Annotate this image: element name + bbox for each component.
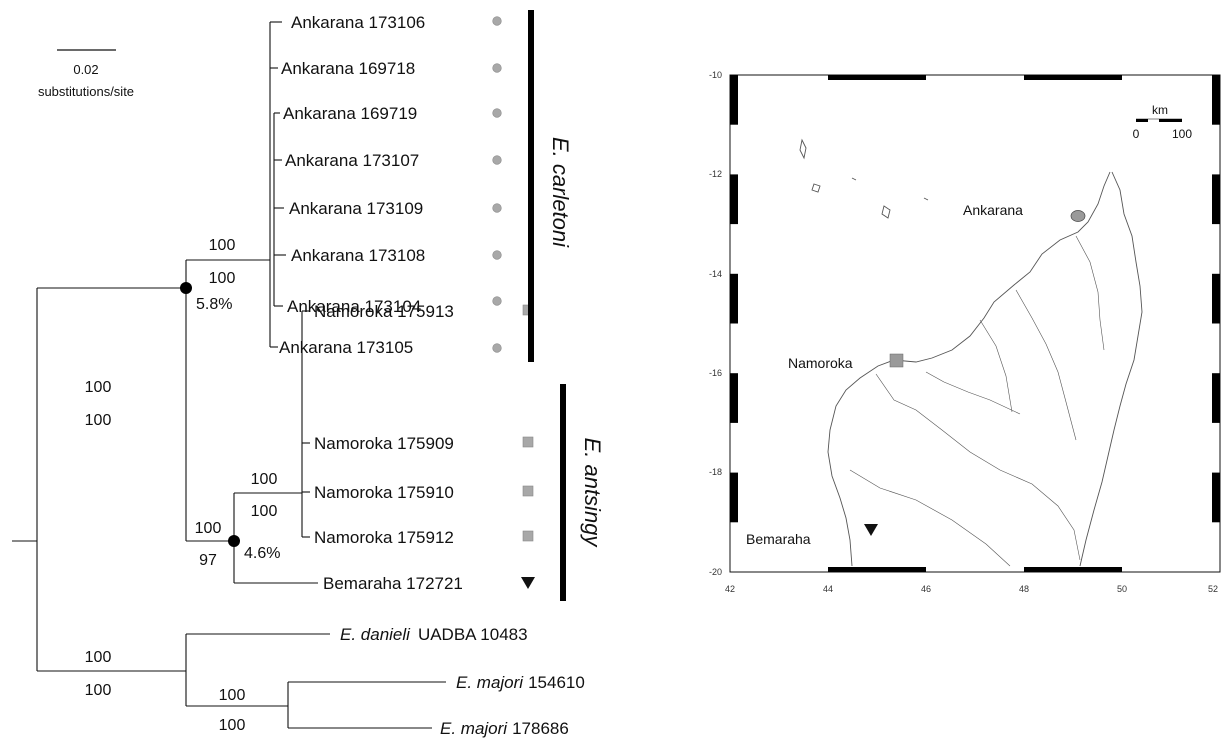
dated-node-marker bbox=[180, 282, 192, 294]
support-outgroup-bottom: 100 bbox=[85, 682, 112, 699]
y-tick-label: -20 bbox=[709, 567, 722, 577]
bemaraha-marker bbox=[864, 524, 878, 536]
y-tick-label: -18 bbox=[709, 467, 722, 477]
x-tick-label: 42 bbox=[725, 584, 735, 594]
taxon-labels: Ankarana 173106 Ankarana 169718 Ankarana… bbox=[279, 13, 585, 738]
taxon-genus: E. majori bbox=[440, 719, 508, 738]
taxon-label: Ankarana 169719 bbox=[283, 104, 417, 123]
map-frame-bars bbox=[730, 75, 1220, 572]
namoroka-marker bbox=[889, 353, 904, 368]
scale-bar: 0.02 substitutions/site bbox=[38, 49, 134, 99]
taxon-label: Ankarana 173108 bbox=[291, 246, 425, 265]
y-tick-label: -14 bbox=[709, 269, 722, 279]
support-values: 100 100 100 100 5.8% 100 97 4.6% 100 100… bbox=[85, 237, 281, 734]
taxon-label: Ankarana 173107 bbox=[285, 151, 419, 170]
scale-bar-value: 0.02 bbox=[73, 62, 98, 77]
support-carletoni-top: 100 bbox=[209, 237, 236, 254]
map-scale-unit: km bbox=[1152, 103, 1168, 117]
support-carletoni-bottom: 100 bbox=[209, 270, 236, 287]
taxon-genus: E. danieli bbox=[340, 625, 411, 644]
phylogenetic-tree: 0.02 substitutions/site bbox=[12, 10, 605, 738]
support-majori-top: 100 bbox=[219, 687, 246, 704]
locality-markers bbox=[492, 16, 534, 542]
support-carl-ants-top: 100 bbox=[85, 379, 112, 396]
taxon-label: Bemaraha 172721 bbox=[323, 574, 463, 593]
support-carl-ants-bottom: 100 bbox=[85, 412, 112, 429]
x-tick-label: 52 bbox=[1208, 584, 1218, 594]
taxon-label: Namoroka 175909 bbox=[314, 434, 454, 453]
x-tick-label: 48 bbox=[1019, 584, 1029, 594]
y-tick-label: -16 bbox=[709, 368, 722, 378]
taxon-label: Ankarana 173105 bbox=[279, 338, 413, 357]
madagascar-outline bbox=[799, 138, 1143, 567]
taxon-label: Ankarana 169718 bbox=[281, 59, 415, 78]
ankarana-marker bbox=[1070, 210, 1086, 222]
scale-bar-unit: substitutions/site bbox=[38, 84, 134, 99]
x-tick-label: 46 bbox=[921, 584, 931, 594]
support-majori-bottom: 100 bbox=[219, 717, 246, 734]
divergence-carl-ants: 5.8% bbox=[196, 296, 232, 313]
map-scale-bar: km 0 100 bbox=[1133, 103, 1193, 141]
triangle-marker bbox=[521, 577, 535, 589]
taxon-label: Ankarana 173109 bbox=[289, 199, 423, 218]
divergence-antsingy: 4.6% bbox=[244, 545, 280, 562]
taxon-specimen: UADBA 10483 bbox=[418, 625, 528, 644]
taxon-label: Namoroka 175910 bbox=[314, 483, 454, 502]
taxon-label: Namoroka 175912 bbox=[314, 528, 454, 547]
map-x-ticks: 42 44 46 48 50 52 bbox=[725, 584, 1218, 594]
tree-branches bbox=[12, 21, 446, 729]
clade-label-antsingy: E. antsingy bbox=[580, 438, 605, 549]
map-y-ticks: -10 -12 -14 -16 -18 -20 bbox=[709, 70, 722, 577]
x-tick-label: 44 bbox=[823, 584, 833, 594]
map-scale-start: 0 bbox=[1133, 127, 1140, 141]
locality-label-namoroka: Namoroka bbox=[788, 355, 853, 371]
taxon-specimen: 178686 bbox=[512, 719, 569, 738]
taxon-label: E. danieli UADBA 10483 bbox=[340, 625, 528, 644]
support-namoroka-bottom: 100 bbox=[251, 503, 278, 520]
x-tick-label: 50 bbox=[1117, 584, 1127, 594]
support-outgroup-top: 100 bbox=[85, 649, 112, 666]
taxon-label: E. majori 178686 bbox=[440, 719, 569, 738]
taxon-label: Namoroka 175913 bbox=[314, 302, 454, 321]
locality-label-ankarana: Ankarana bbox=[963, 202, 1023, 218]
y-tick-label: -10 bbox=[709, 70, 722, 80]
taxon-genus: E. majori bbox=[456, 673, 524, 692]
support-antsingy-top: 100 bbox=[195, 520, 222, 537]
dated-node-marker bbox=[228, 535, 240, 547]
taxon-label: E. majori 154610 bbox=[456, 673, 585, 692]
taxon-specimen: 154610 bbox=[528, 673, 585, 692]
taxon-label: Ankarana 173104 bbox=[287, 297, 421, 316]
taxon-label: Ankarana 173106 bbox=[291, 13, 425, 32]
support-antsingy-bottom: 97 bbox=[199, 552, 217, 569]
clade-label-carletoni: E. carletoni bbox=[548, 137, 573, 248]
map-scale-end: 100 bbox=[1172, 127, 1192, 141]
y-tick-label: -12 bbox=[709, 169, 722, 179]
support-namoroka-top: 100 bbox=[251, 471, 278, 488]
map-frame bbox=[729, 74, 1221, 573]
locality-map: 42 44 46 48 50 52 -10 -12 -14 -16 -18 -2… bbox=[709, 70, 1221, 594]
locality-label-bemaraha: Bemaraha bbox=[746, 531, 811, 547]
